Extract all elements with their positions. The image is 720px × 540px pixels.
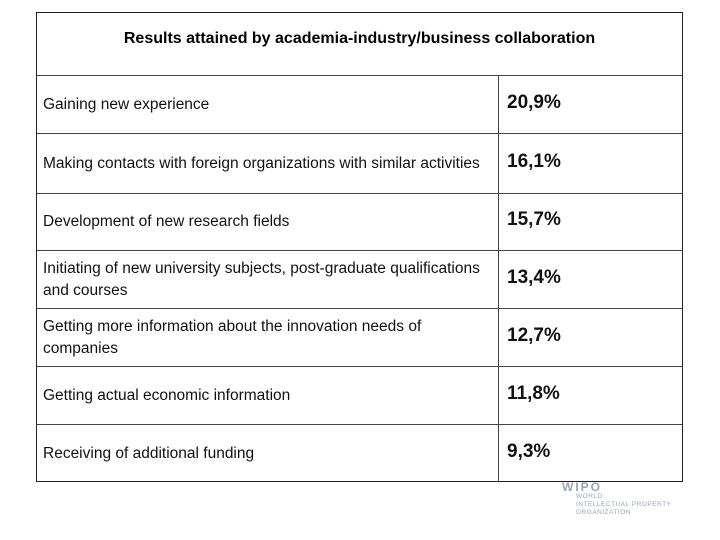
- logo-line: INTELLECTUAL PROPERTY: [576, 501, 672, 508]
- row-value: 11,8%: [507, 382, 560, 404]
- logo-line: WORLD: [576, 493, 603, 500]
- logo-name: WIPO: [562, 480, 602, 494]
- row-label: Making contacts with foreign organizatio…: [43, 154, 480, 172]
- row-label: Getting more information about the innov…: [43, 317, 422, 357]
- row-value: 16,1%: [507, 150, 561, 172]
- row-label: Development of new research fields: [43, 213, 290, 230]
- column-divider: [498, 76, 499, 481]
- table-title: Results attained by academia-industry/bu…: [37, 13, 682, 76]
- row-value: 9,3%: [507, 441, 551, 463]
- table-row: Getting more information about the innov…: [37, 309, 682, 367]
- table-row: Development of new research fields 15,7%: [37, 194, 682, 251]
- table-row: Initiating of new university subjects, p…: [37, 251, 682, 309]
- logo-line: ORGANIZATION: [576, 509, 631, 516]
- logo: WIPO WORLD INTELLECTUAL PROPERTY ORGANIZAT…: [560, 480, 700, 520]
- row-value: 13,4%: [507, 266, 561, 288]
- table: Results attained by academia-industry/bu…: [36, 12, 683, 482]
- table-row: Gaining new experience 20,9%: [37, 76, 682, 134]
- row-value: 12,7%: [507, 324, 561, 346]
- table-row: Getting actual economic information 11,8%: [37, 367, 682, 425]
- row-label: Getting actual economic information: [43, 386, 291, 404]
- row-value: 15,7%: [507, 209, 561, 231]
- table-row: Making contacts with foreign organizatio…: [37, 134, 682, 194]
- row-label: Gaining new experience: [43, 95, 210, 113]
- row-value: 20,9%: [507, 91, 561, 113]
- row-label: Receiving of additional funding: [43, 445, 255, 462]
- table-row: Receiving of additional funding 9,3%: [37, 425, 682, 483]
- row-label: Initiating of new university subjects, p…: [43, 259, 480, 299]
